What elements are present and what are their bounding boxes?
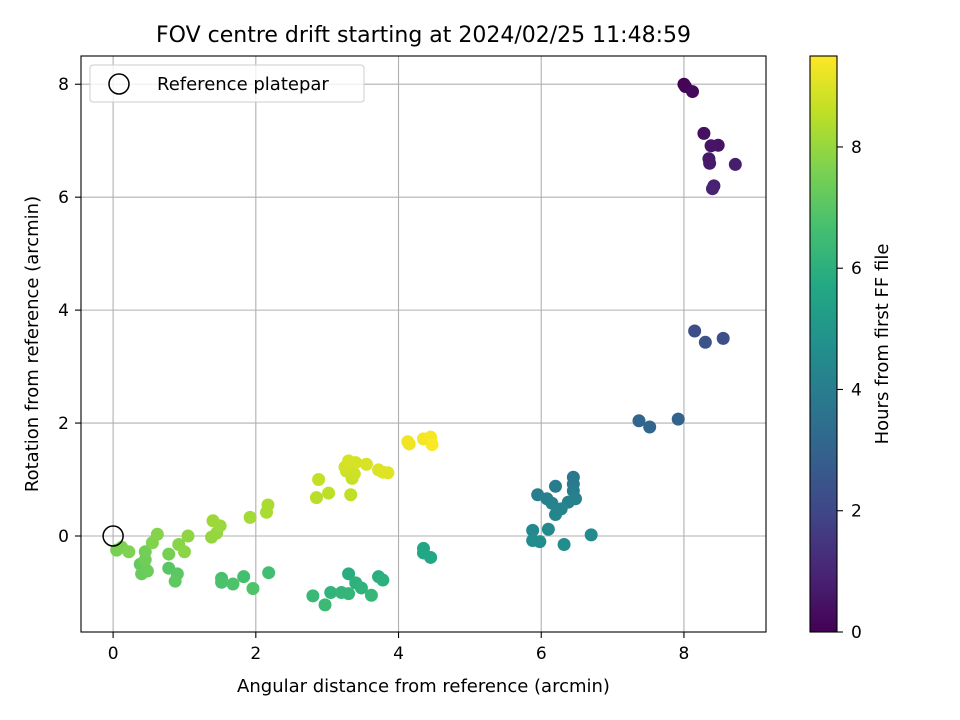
data-point — [688, 324, 702, 338]
data-point — [376, 573, 390, 587]
y-tick-label: 6 — [58, 188, 69, 208]
x-axis-ticks: 0 2 4 6 8 — [108, 632, 690, 664]
colorbar-tick-label: 4 — [851, 380, 862, 400]
data-point — [354, 581, 368, 595]
colorbar-tick-label: 2 — [851, 502, 862, 522]
data-point — [312, 473, 326, 487]
data-point — [381, 466, 395, 480]
data-point — [168, 574, 182, 588]
colorbar — [809, 55, 838, 633]
data-point — [584, 528, 598, 542]
data-point — [671, 412, 685, 426]
legend: Reference platepar — [89, 64, 365, 103]
data-point — [177, 545, 191, 559]
data-point — [246, 582, 260, 596]
x-tick-label: 4 — [393, 644, 404, 664]
data-point — [122, 545, 136, 559]
y-tick-label: 0 — [58, 527, 69, 547]
data-point — [309, 491, 323, 505]
data-point — [347, 467, 361, 481]
data-point — [349, 456, 363, 470]
data-point — [318, 598, 332, 612]
data-point — [226, 577, 240, 591]
reference-platepar-marker — [102, 525, 124, 547]
data-point — [549, 508, 563, 522]
data-point — [364, 588, 378, 602]
legend-box — [89, 64, 365, 103]
data-point — [206, 514, 220, 528]
data-point — [526, 523, 540, 537]
colorbar-tick-label: 0 — [851, 623, 862, 643]
colorbar-label: Hours from first FF file — [872, 244, 893, 445]
data-points — [110, 77, 742, 612]
data-point — [359, 457, 373, 471]
data-point — [541, 522, 555, 536]
colorbar-tick-label: 6 — [851, 259, 862, 279]
colorbar-ticks: 0 2 4 6 8 — [837, 138, 862, 643]
data-point — [643, 420, 657, 434]
data-point — [698, 335, 712, 349]
data-point — [237, 570, 251, 584]
legend-entry: Reference platepar — [157, 74, 329, 95]
data-point — [140, 564, 154, 578]
data-point — [704, 139, 718, 153]
data-point — [728, 157, 742, 171]
x-tick-label: 0 — [108, 644, 119, 664]
data-point — [215, 575, 229, 589]
data-point — [557, 537, 571, 551]
data-point — [243, 510, 257, 524]
data-point — [150, 527, 164, 541]
legend-marker-icon — [108, 73, 130, 95]
data-point — [342, 587, 356, 601]
chart-title: FOV centre drift starting at 2024/02/25 … — [156, 23, 691, 48]
data-point — [162, 547, 176, 561]
data-point — [716, 331, 730, 345]
data-point — [402, 437, 416, 451]
data-point — [344, 488, 358, 502]
y-axis-label: Rotation from reference (arcmin) — [22, 196, 43, 492]
data-point — [324, 585, 338, 599]
data-point — [322, 486, 336, 500]
x-tick-label: 8 — [679, 644, 690, 664]
y-tick-label: 4 — [58, 301, 69, 321]
colorbar-tick-label: 8 — [851, 138, 862, 158]
data-point — [181, 529, 195, 543]
data-point — [697, 126, 711, 140]
data-point — [533, 535, 547, 549]
data-point — [138, 545, 152, 559]
data-point — [342, 567, 356, 581]
y-axis-ticks: 0 2 4 6 8 — [58, 75, 81, 547]
y-tick-label: 2 — [58, 414, 69, 434]
data-point — [705, 182, 719, 196]
data-point — [632, 414, 646, 428]
plot-frame — [80, 55, 767, 633]
x-axis-label: Angular distance from reference (arcmin) — [237, 676, 610, 697]
data-point — [262, 566, 276, 580]
data-point — [424, 550, 438, 564]
data-point — [425, 438, 439, 452]
data-point — [306, 589, 320, 603]
data-point — [686, 85, 700, 99]
x-tick-label: 6 — [536, 644, 547, 664]
data-point — [261, 498, 275, 512]
data-point — [703, 156, 717, 170]
data-point — [549, 479, 563, 493]
y-tick-label: 8 — [58, 75, 69, 95]
x-tick-label: 2 — [250, 644, 261, 664]
